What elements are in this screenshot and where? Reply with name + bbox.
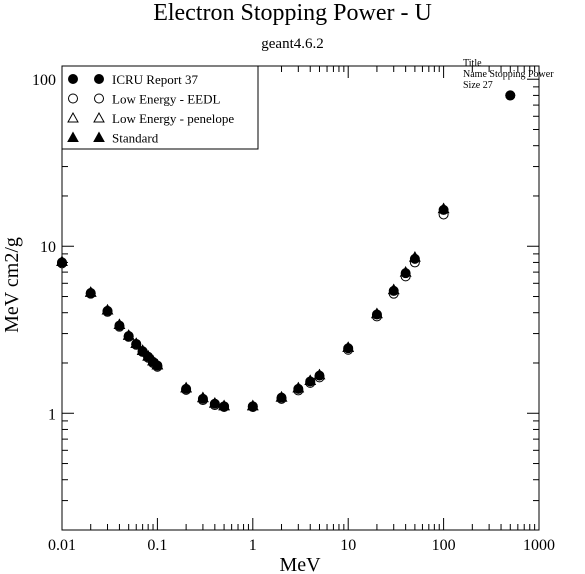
data-point bbox=[314, 370, 325, 381]
x-tick-label: 0.01 bbox=[48, 537, 76, 554]
x-tick-label: 100 bbox=[432, 537, 456, 554]
data-point bbox=[102, 305, 113, 316]
legend-marker bbox=[93, 111, 105, 123]
x-tick-label: 1 bbox=[249, 537, 257, 554]
series-2 bbox=[56, 202, 450, 411]
data-point bbox=[505, 90, 516, 101]
y-axis-label: MeV cm2/g bbox=[1, 237, 23, 333]
data-point bbox=[85, 287, 96, 298]
data-point bbox=[131, 338, 142, 349]
legend-label: Standard bbox=[112, 131, 159, 146]
legend-marker bbox=[94, 74, 104, 84]
data-point bbox=[343, 343, 354, 354]
data-point bbox=[400, 268, 411, 279]
legend-label: Low Energy - EEDL bbox=[112, 92, 220, 107]
data-points bbox=[56, 90, 516, 413]
y-tick-label: 1 bbox=[48, 406, 56, 423]
series-3 bbox=[56, 202, 450, 411]
stats-size-line: Size 27 bbox=[463, 80, 493, 91]
data-point bbox=[197, 393, 208, 404]
tick-labels: 0.01 0.1 1 10 100 1000 1 10 100 bbox=[32, 72, 555, 554]
legend-label: ICRU Report 37 bbox=[112, 72, 198, 87]
x-tick-label: 10 bbox=[340, 537, 356, 554]
x-tick-label: 0.1 bbox=[147, 537, 167, 554]
legend-marker-left bbox=[67, 111, 79, 123]
data-point bbox=[276, 392, 287, 403]
stats-name-line: Name Stopping Power bbox=[463, 69, 554, 80]
legend-marker bbox=[94, 93, 104, 104]
y-tick-label: 100 bbox=[32, 72, 56, 89]
x-tick-label: 1000 bbox=[523, 537, 555, 554]
data-point bbox=[305, 376, 316, 387]
data-point bbox=[247, 401, 258, 412]
x-axis-label: MeV bbox=[279, 554, 321, 574]
legend: ICRU Report 37 Low Energy - EEDL Low Energ… bbox=[61, 65, 259, 150]
stats-title-line: Title bbox=[463, 58, 482, 69]
plot-frame bbox=[61, 65, 540, 531]
data-point bbox=[219, 401, 230, 412]
series-0 bbox=[57, 90, 516, 412]
y-tick-label: 10 bbox=[40, 239, 56, 256]
stats-box: Title Name Stopping Power Size 27 bbox=[463, 58, 554, 91]
legend-marker-left bbox=[68, 93, 78, 104]
chart-title: Electron Stopping Power - U bbox=[153, 0, 432, 26]
data-point bbox=[438, 204, 449, 215]
data-point bbox=[152, 360, 163, 371]
chart-subtitle: geant4.6.2 bbox=[261, 36, 324, 52]
legend-label: Low Energy - penelope bbox=[112, 111, 234, 126]
data-point bbox=[57, 257, 67, 268]
legend-marker-left bbox=[68, 74, 78, 84]
data-point bbox=[293, 383, 304, 394]
data-point bbox=[371, 309, 382, 320]
data-point bbox=[209, 398, 220, 409]
legend-marker bbox=[93, 131, 105, 142]
data-point bbox=[388, 285, 399, 296]
data-point bbox=[114, 320, 125, 331]
data-point bbox=[123, 331, 134, 342]
legend-marker-left bbox=[67, 131, 79, 142]
data-point bbox=[181, 383, 192, 394]
data-point bbox=[409, 253, 420, 264]
